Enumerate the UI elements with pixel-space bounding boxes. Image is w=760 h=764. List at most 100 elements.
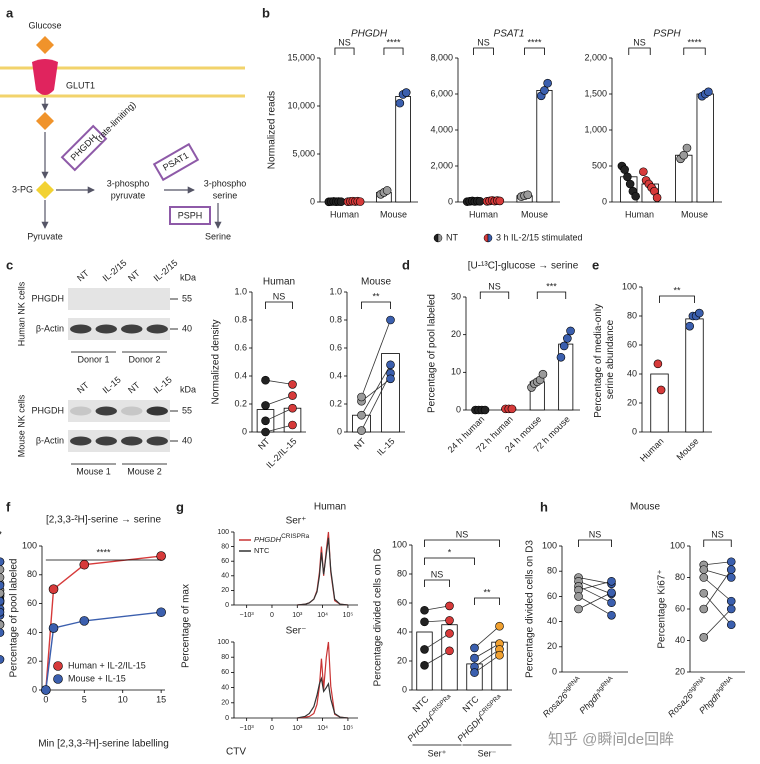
pair-line: [703, 569, 732, 610]
data-point: [699, 573, 709, 582]
x-tick-label: Human: [469, 209, 498, 219]
lane-label: IL-15: [152, 375, 174, 396]
bar: [650, 373, 669, 433]
band: [146, 436, 168, 446]
data-point: [556, 352, 566, 362]
panel-letter: g: [176, 499, 184, 514]
legend-swatch: [487, 233, 493, 243]
data-point: [623, 172, 632, 182]
x-tick-label: 10: [118, 694, 128, 704]
y-tick-label: 0.8: [329, 314, 342, 324]
y-tick-label: 80: [547, 566, 557, 576]
y-tick-label: 60: [221, 558, 229, 565]
y-tick-label: 40: [547, 616, 557, 626]
band: [95, 406, 117, 416]
significance-bracket: [265, 301, 293, 309]
x-tick-label: 10⁵: [343, 612, 354, 619]
significance-label: **: [673, 285, 681, 295]
panel-letter: e: [592, 257, 599, 272]
x-tick-label: 0: [270, 612, 274, 619]
legend-label: NTC: [254, 546, 270, 555]
significance-bracket: [334, 47, 355, 55]
y-tick-label: 40: [221, 684, 229, 691]
data-point: [540, 86, 549, 95]
group-title: Mouse: [630, 502, 660, 513]
data-point: [726, 596, 736, 606]
legend-swatch: [483, 233, 489, 243]
data-point: [495, 650, 504, 660]
x-tick-label-base: Rosa26: [541, 691, 570, 720]
bar: [395, 96, 411, 203]
band: [146, 324, 168, 334]
y-tick-label: 0.4: [234, 370, 247, 380]
pair-line: [361, 378, 391, 402]
data-point: [0, 620, 5, 630]
significance-label: NS: [477, 37, 490, 47]
y-tick-label: 20: [451, 329, 461, 339]
bar: [696, 93, 714, 203]
pair-line: [424, 650, 450, 666]
significance-label: **: [372, 291, 380, 301]
data-point: [726, 565, 736, 574]
y-tick-label: 100: [542, 540, 557, 550]
data-point: [382, 186, 392, 195]
y-tick-label: 500: [592, 160, 607, 170]
data-point: [261, 416, 270, 426]
data-point: [386, 360, 395, 370]
data-point: [470, 668, 479, 677]
data-point: [445, 616, 454, 625]
data-point: [704, 87, 713, 97]
legend-label-sup: CRISPRa: [281, 533, 310, 540]
y-axis-label: Percentage divided cells on D6: [373, 548, 384, 686]
significance-bracket: [474, 597, 500, 605]
data-point: [495, 621, 504, 631]
y-axis-label: Percentage Ki67⁺: [657, 569, 668, 648]
x-tick-label-sup: sgRNA: [715, 675, 735, 695]
lane-label: IL-2/15: [101, 258, 129, 284]
data-point: [699, 588, 709, 598]
x-tick-label-sup: CRISPRa: [478, 693, 503, 718]
x-tick-label-base: Rosa26: [666, 691, 695, 720]
x-tick-label: PhgdhsgRNA: [577, 675, 618, 716]
significance-bracket: [424, 539, 500, 547]
y-tick-label: 0: [456, 404, 461, 414]
y-tick-label: 0: [448, 196, 453, 206]
y-tick-label: 0: [402, 684, 407, 694]
y-tick-label: 60: [27, 598, 37, 608]
y-axis-label: Percentage of media-only serine abundanc…: [593, 301, 616, 418]
data-point: [401, 88, 411, 97]
x-tick-label: Human: [625, 209, 654, 219]
series-line: [297, 676, 348, 719]
data-point: [288, 380, 297, 389]
y-tick-label: 0: [337, 426, 342, 436]
blot-strip: [68, 318, 170, 340]
data-point: [682, 143, 692, 153]
panel-letter: h: [540, 499, 548, 514]
significance-bracket: [361, 301, 391, 309]
band: [95, 324, 117, 334]
y-tick-label: 20: [675, 666, 685, 676]
y-tick-label: 100: [392, 539, 407, 549]
y-tick-label: 0.2: [329, 398, 342, 408]
metabolite: Glucose: [28, 20, 61, 30]
chart-title: Ser⁺: [286, 516, 307, 527]
panel-letter: f: [6, 499, 11, 514]
y-tick-label: 0.8: [234, 314, 247, 324]
bar: [441, 624, 458, 691]
data-point: [574, 604, 583, 614]
y-tick-label: 100: [217, 529, 229, 536]
marker-label: 55: [182, 405, 192, 415]
x-tick-label: 10⁴: [317, 725, 328, 732]
y-tick-label: 100: [22, 540, 37, 550]
group-label: Ser⁺: [428, 748, 447, 758]
group-label: Mouse 1: [76, 466, 111, 476]
y-tick-label: 6,000: [430, 88, 453, 98]
data-point: [495, 196, 505, 206]
data-point: [699, 565, 709, 574]
y-tick-label: 80: [675, 572, 685, 582]
significance-bracket: [659, 295, 695, 303]
metabolite: Pyruvate: [27, 231, 63, 241]
metabolite: 3-phospho: [107, 178, 150, 188]
data-point: [261, 427, 270, 437]
